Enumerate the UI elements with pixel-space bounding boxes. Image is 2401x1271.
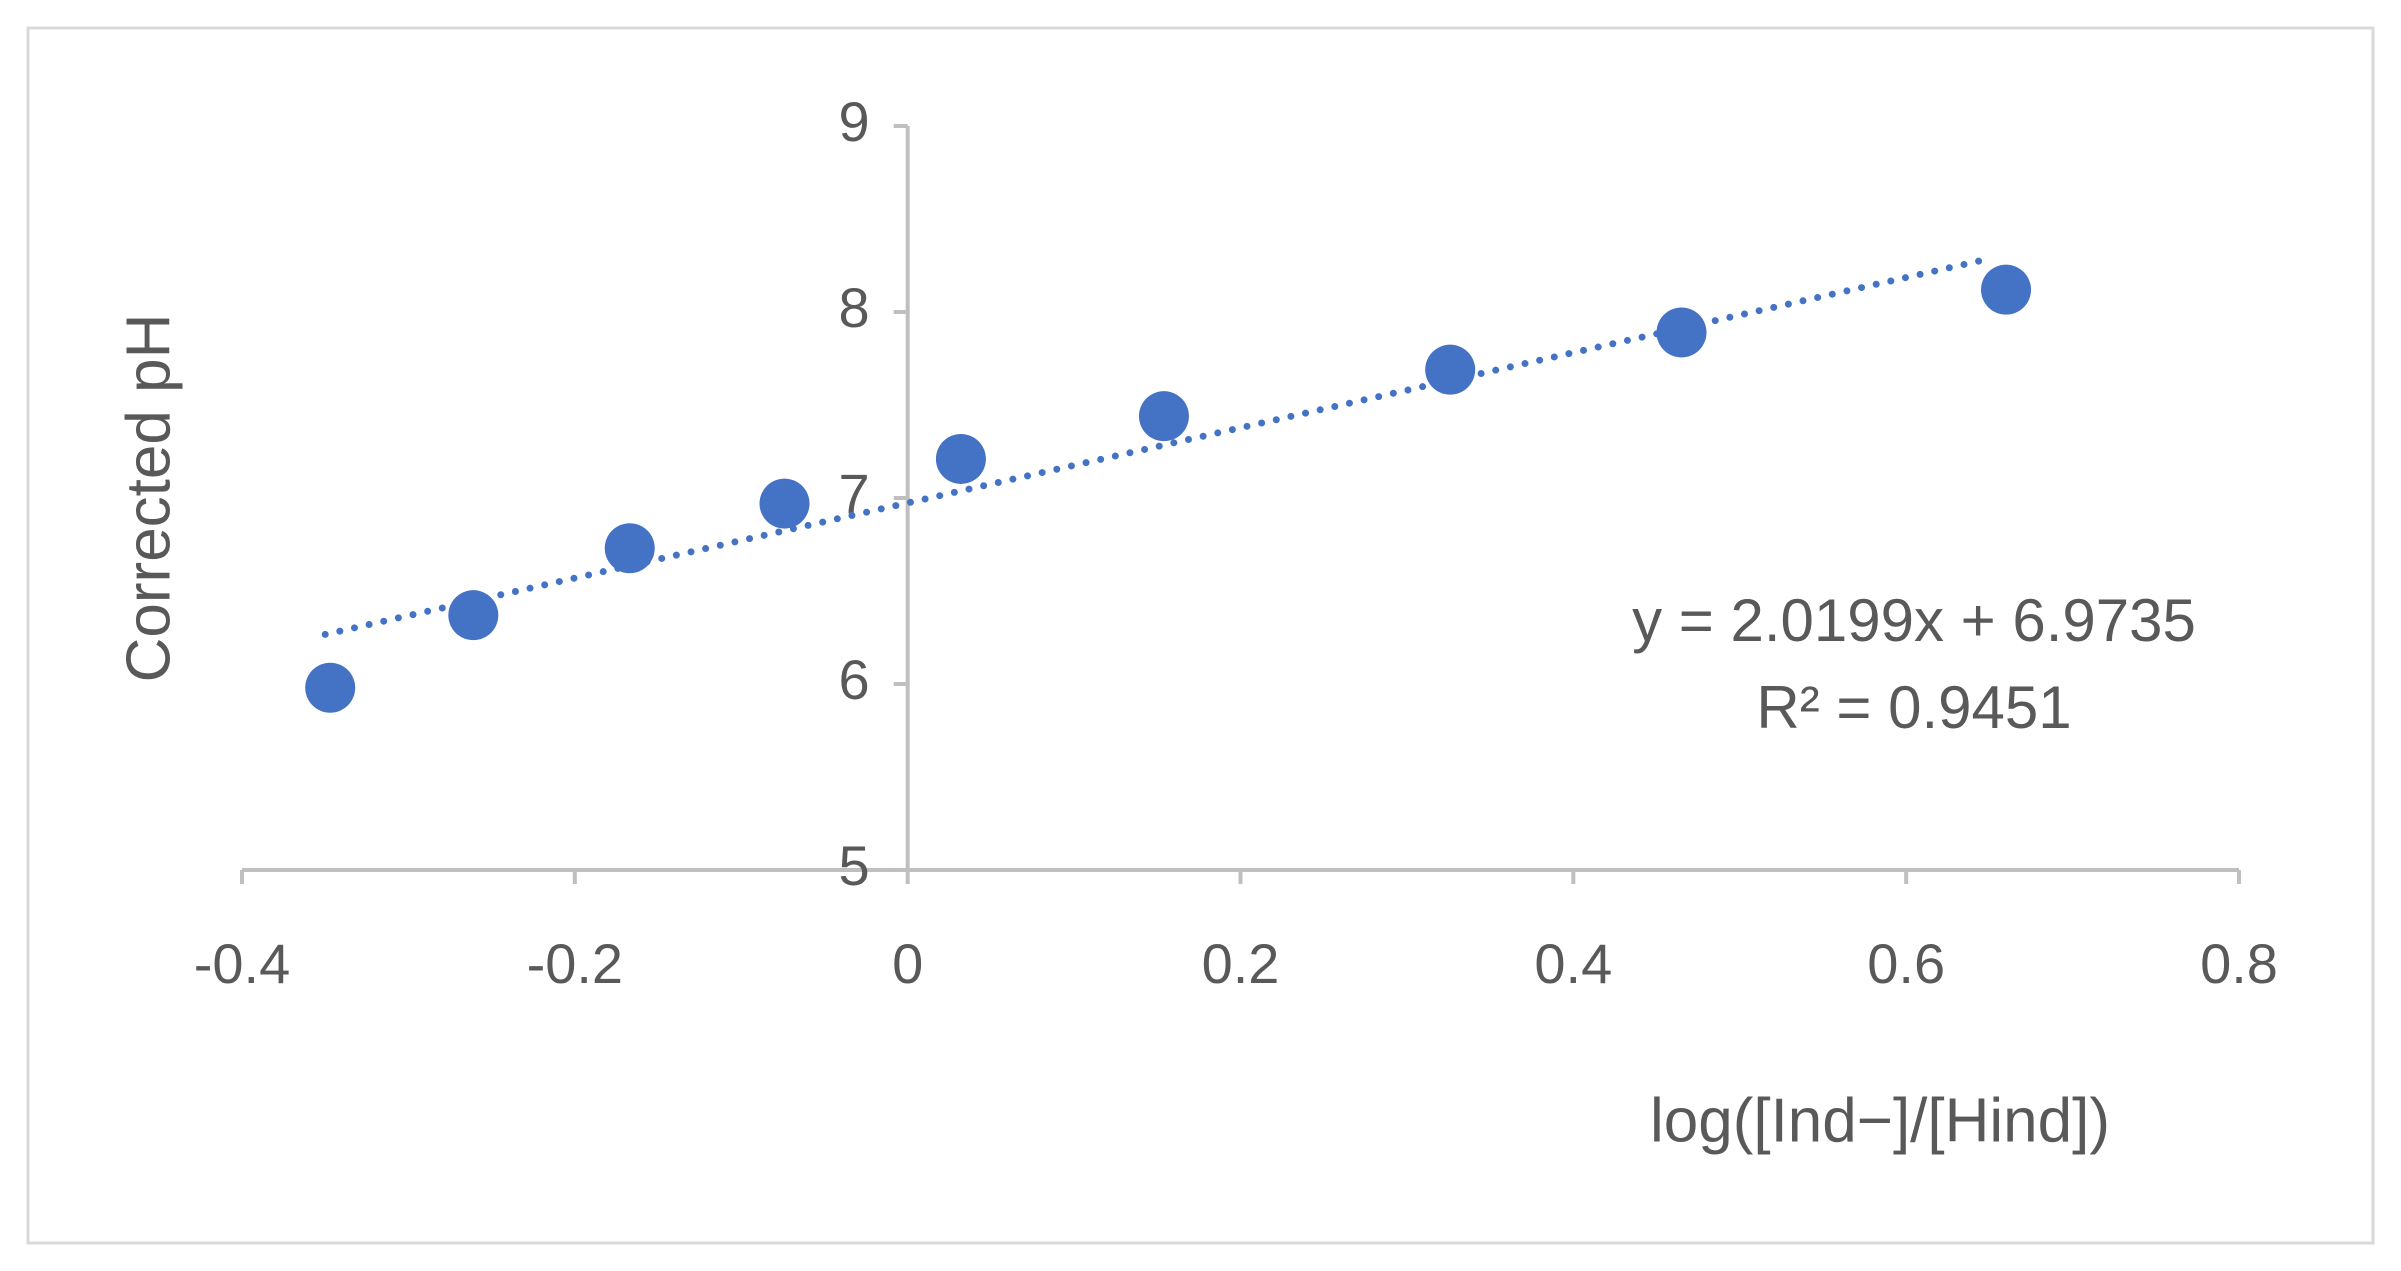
data-point	[759, 478, 810, 529]
data-point	[1656, 307, 1707, 358]
x-axis-title: log([Ind−]/[Hind])	[1650, 1086, 2110, 1155]
trendline-equation: y = 2.0199x + 6.9735	[1632, 587, 2196, 654]
x-tick-label: 0	[892, 932, 923, 995]
x-tick-label: -0.4	[194, 932, 291, 995]
data-point	[1981, 264, 2032, 315]
data-point	[1425, 344, 1476, 395]
chart-border	[26, 26, 2375, 1245]
data-point	[604, 523, 655, 574]
data-point	[935, 433, 986, 484]
y-tick-label: 5	[839, 834, 870, 897]
data-point	[1138, 391, 1189, 442]
x-tick-label: -0.2	[527, 932, 624, 995]
trendline	[321, 255, 1993, 638]
y-tick-label: 8	[839, 276, 870, 339]
y-axis-title: Corrected pH	[114, 314, 183, 683]
trendline-r-squared: R² = 0.9451	[1756, 674, 2071, 741]
y-tick-label: 6	[839, 648, 870, 711]
data-point	[448, 590, 499, 641]
x-tick-label: 0.2	[1202, 932, 1280, 995]
x-tick-label: 0.8	[2200, 932, 2278, 995]
data-point	[305, 662, 356, 713]
x-tick-label: 0.4	[1534, 932, 1612, 995]
x-tick-label: 0.6	[1867, 932, 1945, 995]
y-tick-label: 9	[839, 90, 870, 153]
